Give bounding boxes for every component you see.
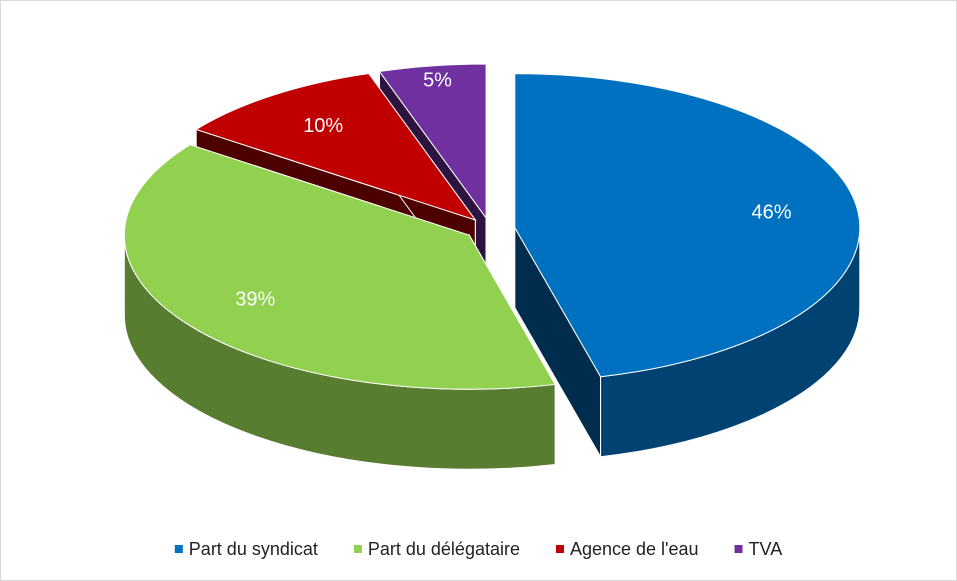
legend-item: Agence de l'eau [555,539,699,559]
legend-item: TVA [734,539,783,559]
legend-label: Part du délégataire [368,539,520,559]
slice [514,73,861,378]
legend-item: Part du syndicat [174,539,318,559]
legend-item: Part du délégataire [353,539,520,559]
legend-label: TVA [749,539,783,559]
legend-swatch [174,545,183,553]
legend-swatch [353,545,362,553]
pie: 46% 39% 10% 5% [123,63,861,470]
legend: Part du syndicat Part du délégataire Agenc… [174,539,783,559]
legend-label: Part du syndicat [189,539,318,559]
slice [123,144,556,390]
legend-swatch [555,545,564,553]
data-label: 39% [235,288,275,310]
slice [378,63,487,220]
slice [195,72,477,221]
legend-swatch [734,545,743,553]
data-label: 5% [423,69,452,91]
data-label: 10% [303,115,343,137]
data-label: 46% [751,201,791,223]
legend-label: Agence de l'eau [570,539,699,559]
